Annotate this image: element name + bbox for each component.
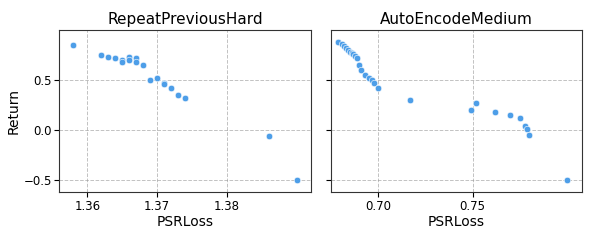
Point bbox=[466, 108, 475, 112]
Point bbox=[515, 116, 525, 120]
Point bbox=[159, 82, 169, 86]
Point bbox=[146, 78, 155, 82]
Point bbox=[369, 81, 379, 85]
Point bbox=[125, 55, 134, 59]
Point bbox=[373, 86, 383, 90]
Point bbox=[292, 178, 302, 182]
Point bbox=[472, 101, 481, 105]
Point bbox=[118, 58, 127, 62]
Point bbox=[368, 78, 377, 82]
Point bbox=[521, 124, 530, 128]
Point bbox=[523, 127, 532, 131]
Point bbox=[352, 56, 362, 60]
Point bbox=[118, 60, 127, 63]
Point bbox=[153, 76, 162, 80]
Point bbox=[97, 53, 106, 57]
Point bbox=[341, 46, 350, 49]
Point bbox=[131, 60, 141, 63]
Point bbox=[125, 58, 134, 62]
Y-axis label: Return: Return bbox=[7, 88, 21, 134]
Point bbox=[406, 98, 415, 102]
Point bbox=[339, 44, 349, 47]
Point bbox=[166, 86, 176, 90]
Point bbox=[334, 40, 343, 44]
Point bbox=[110, 56, 120, 60]
Point bbox=[350, 54, 360, 58]
Point bbox=[364, 76, 374, 80]
Point bbox=[138, 63, 148, 67]
Point bbox=[563, 178, 572, 182]
Point bbox=[525, 133, 534, 137]
Point bbox=[356, 68, 366, 72]
Point bbox=[131, 56, 141, 60]
Point bbox=[345, 50, 355, 54]
Point bbox=[264, 134, 274, 138]
Point bbox=[181, 96, 190, 100]
Point bbox=[173, 93, 183, 97]
Point bbox=[337, 42, 347, 46]
Point bbox=[159, 81, 169, 85]
Point bbox=[69, 43, 78, 46]
Point bbox=[347, 51, 356, 55]
Point bbox=[355, 63, 364, 67]
Title: AutoEncodeMedium: AutoEncodeMedium bbox=[380, 12, 533, 27]
Point bbox=[360, 73, 369, 77]
Point bbox=[103, 55, 113, 59]
X-axis label: PSRLoss: PSRLoss bbox=[157, 215, 214, 229]
Point bbox=[349, 52, 358, 56]
X-axis label: PSRLoss: PSRLoss bbox=[428, 215, 485, 229]
Point bbox=[491, 110, 500, 114]
Point bbox=[343, 47, 353, 51]
Point bbox=[505, 113, 515, 117]
Title: RepeatPreviousHard: RepeatPreviousHard bbox=[108, 12, 263, 27]
